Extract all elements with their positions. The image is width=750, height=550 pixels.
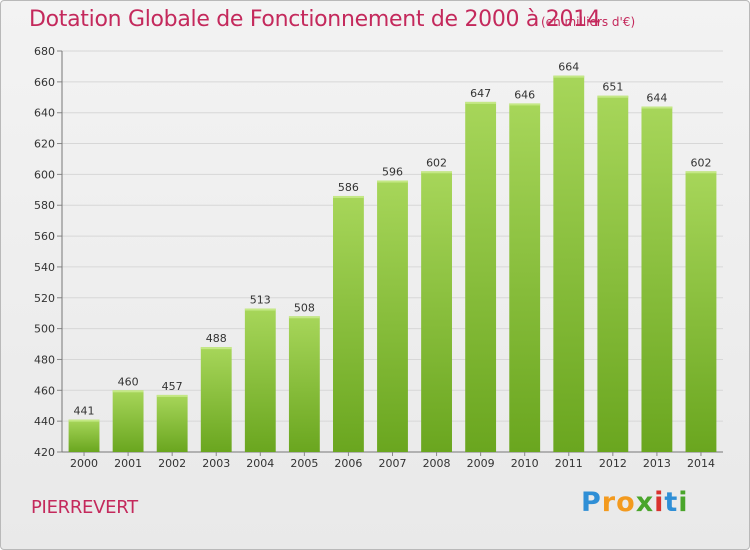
logo-letter: t (664, 487, 679, 518)
y-tick-label: 640 (34, 107, 55, 120)
x-tick-label: 2001 (114, 457, 142, 470)
data-label: 441 (74, 405, 95, 418)
bar (377, 180, 408, 453)
y-tick-label: 480 (34, 353, 55, 366)
y-tick-label: 560 (34, 230, 55, 243)
logo-letter: i (654, 487, 665, 518)
data-label: 596 (382, 166, 403, 179)
x-tick-label: 2006 (334, 457, 362, 470)
y-tick-label: 680 (34, 45, 55, 58)
bar-highlight (156, 394, 188, 397)
bar (641, 106, 673, 453)
logo-letter: x (635, 487, 655, 518)
y-tick-label: 520 (34, 292, 55, 305)
data-label: 644 (646, 92, 667, 105)
y-tick-label: 620 (34, 138, 55, 151)
x-tick-label: 2002 (158, 457, 186, 470)
x-tick-label: 2000 (70, 457, 98, 470)
y-tick-label: 540 (34, 261, 55, 274)
logo-letter: r (601, 487, 617, 518)
y-tick-label: 420 (34, 446, 55, 459)
data-label: 602 (690, 156, 711, 169)
bar (288, 316, 320, 452)
y-tick-label: 660 (34, 76, 55, 89)
bar (156, 394, 188, 452)
x-tick-label: 2014 (687, 457, 715, 470)
x-tick-label: 2007 (379, 457, 407, 470)
bar-highlight (597, 95, 629, 98)
x-tick-label: 2012 (599, 457, 627, 470)
bar-highlight (68, 419, 100, 422)
bar-highlight (641, 106, 673, 109)
x-tick-label: 2005 (290, 457, 318, 470)
x-tick-label: 2013 (643, 457, 671, 470)
logo-letter: i (678, 487, 689, 518)
bar-highlight (685, 171, 717, 174)
bar-highlight (200, 347, 232, 350)
bar-highlight (244, 308, 276, 311)
x-tick-label: 2003 (202, 457, 230, 470)
labels: 441 2000 460 2001 457 2002 488 2003 513 2004 508 20… (70, 61, 715, 470)
chart-title: Dotation Globale de Fonctionnement de 20… (29, 7, 601, 32)
bar-highlight (112, 390, 144, 393)
bar (333, 195, 364, 452)
y-tick-label: 500 (34, 323, 55, 336)
commune-name: PIERREVERT (31, 497, 138, 518)
data-label: 664 (558, 61, 579, 74)
data-label: 460 (118, 375, 139, 388)
data-label: 647 (470, 87, 491, 100)
bar (509, 103, 541, 452)
x-tick-label: 2008 (423, 457, 451, 470)
x-tick-label: 2009 (467, 457, 495, 470)
chart-subtitle: (en milliers d'€) (541, 15, 636, 29)
bar-highlight (553, 75, 585, 78)
bar-highlight (465, 101, 497, 104)
bar-highlight (377, 180, 408, 183)
bar-highlight (509, 103, 541, 106)
bar (112, 390, 144, 452)
y-tick-label: 440 (34, 415, 55, 428)
data-label: 513 (250, 294, 271, 307)
x-tick-label: 2010 (511, 457, 539, 470)
logo-letter: P (581, 487, 602, 518)
bar-highlight (421, 171, 452, 174)
logo-letter: o (616, 487, 636, 518)
bar (68, 419, 100, 452)
proxiti-logo: Proxiti (581, 487, 689, 518)
x-tick-label: 2011 (555, 457, 583, 470)
bar (685, 171, 717, 453)
bar (597, 95, 629, 452)
data-label: 602 (426, 156, 447, 169)
y-tick-label: 600 (34, 168, 55, 181)
bar-highlight (333, 195, 364, 198)
bar (200, 347, 232, 452)
bar (465, 101, 497, 453)
data-label: 586 (338, 181, 359, 194)
data-label: 457 (162, 380, 183, 393)
y-tick-label: 460 (34, 384, 55, 397)
bars (68, 75, 717, 453)
data-label: 508 (294, 301, 315, 314)
data-label: 651 (602, 81, 623, 94)
data-label: 646 (514, 88, 535, 101)
y-tick-label: 580 (34, 199, 55, 212)
x-tick-label: 2004 (246, 457, 274, 470)
data-label: 488 (206, 332, 227, 345)
bar (421, 171, 452, 453)
bar (553, 75, 585, 452)
bar-highlight (288, 316, 320, 319)
bar (244, 308, 276, 452)
